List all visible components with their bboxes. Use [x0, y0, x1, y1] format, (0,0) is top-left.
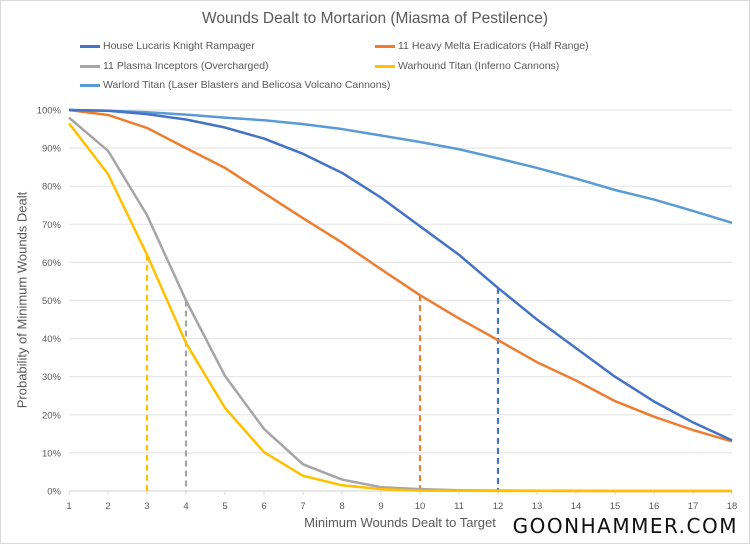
legend-label: House Lucaris Knight Rampager [103, 40, 255, 52]
y-tick-label: 10% [42, 448, 62, 459]
y-tick-label: 60% [42, 258, 62, 269]
y-tick-label: 40% [42, 334, 62, 345]
x-tick-label: 11 [454, 501, 464, 512]
y-tick-label: 90% [42, 144, 62, 155]
y-tick-label: 30% [42, 372, 62, 383]
x-axis-label: Minimum Wounds Dealt to Target [304, 515, 496, 530]
legend-item-warhound-titan: Warhound Titan (Inferno Cannons) [375, 60, 559, 72]
y-tick-label: 80% [42, 182, 62, 193]
legend-item-melta-eradicators: 11 Heavy Melta Eradicators (Half Range) [375, 40, 589, 52]
y-tick-label: 70% [42, 220, 62, 231]
x-tick-label: 5 [222, 501, 227, 512]
legend-label: 11 Plasma Inceptors (Overcharged) [103, 60, 269, 72]
x-tick-label: 13 [532, 501, 543, 512]
legend-swatch [80, 44, 100, 48]
series-line-1 [68, 108, 733, 443]
y-axis-label: Probability of Minimum Wounds Dealt [14, 191, 30, 409]
legend-item-plasma-inceptors: 11 Plasma Inceptors (Overcharged) [80, 60, 269, 72]
x-tick-label: 6 [261, 501, 266, 512]
legend-label: Warhound Titan (Inferno Cannons) [398, 60, 560, 72]
x-tick-label: 14 [571, 501, 582, 512]
x-tick-label: 12 [493, 501, 504, 512]
y-tick-label: 100% [37, 106, 62, 117]
legend-swatch [80, 83, 100, 87]
x-tick-label: 17 [688, 501, 699, 512]
x-tick-label: 4 [183, 501, 188, 512]
x-tick-label: 18 [727, 501, 738, 512]
x-tick-label: 15 [610, 501, 621, 512]
legend-swatch [375, 64, 395, 68]
x-tick-label: 3 [144, 501, 149, 512]
x-tick-label: 7 [300, 501, 305, 512]
x-tick-label: 1 [66, 501, 71, 512]
y-tick-label: 50% [42, 296, 62, 307]
chart-title: Wounds Dealt to Mortarion (Miasma of Pes… [201, 10, 549, 27]
legend-swatch [80, 64, 100, 68]
x-tick-label: 16 [649, 501, 660, 512]
x-tick-label: 2 [105, 501, 110, 512]
series-line-4 [68, 108, 733, 224]
y-tick-label: 0% [47, 487, 61, 498]
legend-label: 11 Heavy Melta Eradicators (Half Range) [398, 40, 589, 52]
x-tick-label: 9 [378, 501, 383, 512]
x-tick-label: 8 [339, 501, 344, 512]
legend-item-warlord-titan: Warlord Titan (Laser Blasters and Belico… [80, 79, 390, 91]
legend-swatch [375, 44, 395, 48]
legend-item-knight-rampager: House Lucaris Knight Rampager [80, 40, 255, 52]
series-line-3 [68, 122, 732, 493]
x-tick-label: 10 [415, 501, 426, 512]
brand-watermark: GOONHAMMER.COM [512, 514, 738, 538]
legend-label: Warlord Titan (Laser Blasters and Belico… [103, 79, 391, 91]
series-line-0 [68, 108, 733, 442]
y-tick-label: 20% [42, 410, 62, 421]
